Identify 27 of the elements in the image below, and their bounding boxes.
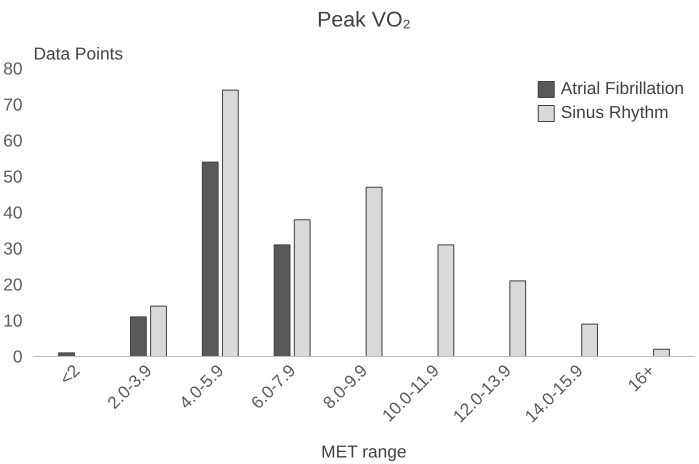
- x-axis-title: MET range: [321, 441, 407, 462]
- y-tick-label: 70: [3, 94, 23, 114]
- bar: [366, 186, 382, 356]
- bar: [294, 219, 311, 356]
- bar: [202, 162, 219, 356]
- x-tick-label: 16+: [624, 360, 658, 396]
- y-tick-label: 50: [3, 166, 23, 186]
- y-tick-label: 30: [3, 238, 23, 258]
- legend-label: Sinus Rhythm: [560, 102, 669, 123]
- bar: [222, 90, 239, 356]
- bar: [653, 348, 670, 356]
- y-tick-label: 80: [3, 58, 23, 78]
- chart-title: Peak VO₂: [317, 8, 411, 32]
- y-tick-label: 0: [12, 346, 23, 366]
- bar: [274, 244, 290, 356]
- legend-label: Atrial Fibrillation: [560, 78, 684, 99]
- bar: [509, 280, 526, 356]
- x-tick-label: <2: [56, 360, 84, 389]
- bar: [438, 244, 454, 356]
- y-tick-label: 60: [3, 130, 23, 150]
- y-tick-label: 20: [3, 274, 23, 294]
- y-axis-title: Data Points: [34, 44, 124, 64]
- bar: [150, 306, 167, 356]
- y-tick-label: 10: [3, 310, 23, 330]
- y-tick-label: 40: [3, 202, 23, 222]
- bar: [581, 324, 598, 356]
- bar: [130, 316, 147, 356]
